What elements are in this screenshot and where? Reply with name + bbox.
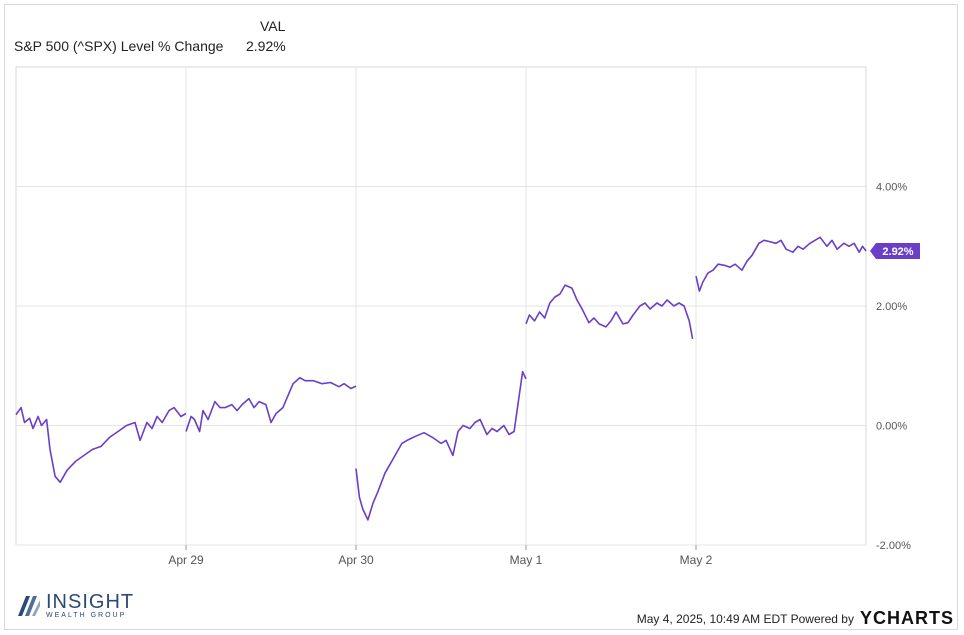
x-tick-label: May 1 (510, 553, 543, 567)
legend-series-value: 2.92% (246, 38, 286, 54)
y-tick-label: -2.00% (876, 540, 911, 552)
brand-subtitle: WEALTH GROUP (46, 612, 127, 619)
axes: 4.00% 2.00% 0.00% -2.00% Apr 29 Apr 30 May 1 Ma… (168, 182, 911, 568)
series-segment-apr-30 (355, 370, 527, 521)
series-segment-apr-28 (15, 406, 187, 484)
last-value-tag (870, 243, 920, 260)
insight-mark-icon (18, 596, 40, 616)
chart-frame (4, 4, 958, 630)
ycharts-logo[interactable]: YCHARTS (859, 608, 954, 628)
last-value-label: 2.92% (870, 243, 920, 260)
series-segment-may-2 (695, 236, 867, 292)
gridlines (15, 66, 867, 546)
legend-header: VAL (260, 18, 286, 34)
timestamp: May 4, 2025, 10:49 AM EDT Powered by (636, 611, 854, 626)
y-tick-label: 4.00% (876, 182, 907, 194)
series-line (15, 236, 867, 521)
series-segment-apr-29 (185, 376, 357, 433)
y-tick-label: 0.00% (876, 421, 907, 433)
insight-logo: INSIGHT WEALTH GROUP (16, 592, 134, 620)
x-tick-label: Apr 29 (168, 553, 204, 567)
legend-series-name[interactable]: S&P 500 (^SPX) Level % Change (14, 38, 224, 54)
x-tick-label: May 2 (680, 553, 713, 567)
last-value-text: 2.92% (882, 246, 913, 258)
footer-attribution: May 4, 2025, 10:49 AM EDT Powered by YCH… (637, 608, 954, 629)
series-segment-may-1 (525, 284, 694, 340)
brand-title: INSIGHT (46, 591, 135, 613)
y-tick-label: 2.00% (876, 301, 907, 313)
x-tick-label: Apr 30 (338, 553, 374, 567)
